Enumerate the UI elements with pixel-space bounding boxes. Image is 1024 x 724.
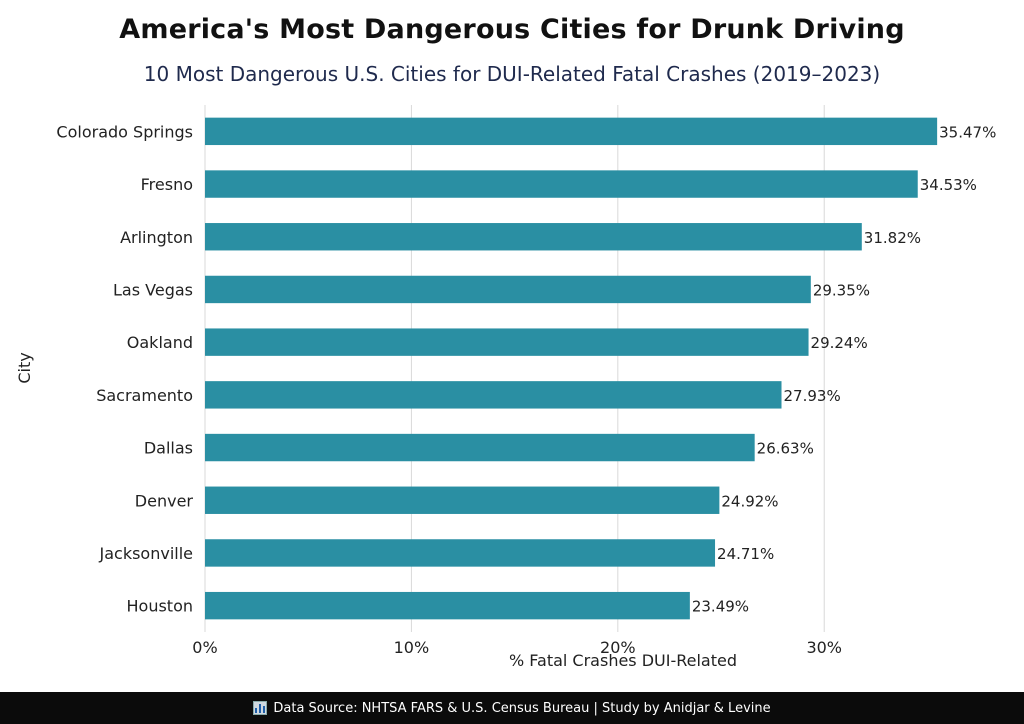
x-tick-label: 30% xyxy=(806,638,842,657)
y-tick-label: Arlington xyxy=(120,228,193,247)
data-label: 27.93% xyxy=(784,387,841,405)
x-tick-label: 0% xyxy=(192,638,217,657)
data-label: 29.24% xyxy=(811,334,868,352)
bar xyxy=(205,117,938,146)
bar xyxy=(205,486,720,514)
y-tick-label: Jacksonville xyxy=(99,544,194,563)
bar xyxy=(205,539,716,567)
labels: 0% 10% 20% 30% Colorado Springs 35.47% Fresno 3… xyxy=(56,122,996,657)
x-tick-label: 10% xyxy=(394,638,430,657)
y-tick-label: Sacramento xyxy=(96,386,193,405)
bar xyxy=(205,591,690,620)
data-label: 23.49% xyxy=(692,598,749,616)
bar xyxy=(205,328,809,356)
bar xyxy=(205,170,918,198)
data-label: 34.53% xyxy=(920,176,977,194)
y-tick-label: Fresno xyxy=(141,175,193,194)
y-tick-label: Dallas xyxy=(144,439,193,458)
data-label: 35.47% xyxy=(939,123,996,141)
x-axis-title: % Fatal Crashes DUI-Related xyxy=(509,651,737,670)
y-tick-label: Houston xyxy=(127,597,194,616)
data-label: 31.82% xyxy=(864,229,921,247)
data-label: 29.35% xyxy=(813,281,870,299)
bars xyxy=(205,117,938,620)
data-label: 24.92% xyxy=(721,492,778,510)
bar xyxy=(205,381,782,409)
bar-chart-icon xyxy=(253,701,268,715)
y-tick-label: Las Vegas xyxy=(113,280,193,299)
chart-subtitle: 10 Most Dangerous U.S. Cities for DUI-Re… xyxy=(143,62,881,86)
data-label: 26.63% xyxy=(757,440,814,458)
bar-chart: 0% 10% 20% 30% Colorado Springs 35.47% Fresno 3… xyxy=(15,105,996,670)
bar xyxy=(205,275,811,304)
y-axis-title: City xyxy=(15,352,34,383)
y-tick-label: Oakland xyxy=(127,333,193,352)
bar xyxy=(205,223,862,251)
data-label: 24.71% xyxy=(717,545,774,563)
x-tick-label: 20% xyxy=(600,638,636,657)
chart-title: America's Most Dangerous Cities for Drun… xyxy=(119,14,905,45)
footer: Data Source: NHTSA FARS & U.S. Census Bu… xyxy=(0,692,1024,724)
y-tick-label: Colorado Springs xyxy=(56,122,193,141)
footer-source-text: Data Source: NHTSA FARS & U.S. Census Bu… xyxy=(273,700,771,716)
y-tick-label: Denver xyxy=(135,491,194,510)
bar xyxy=(205,433,755,462)
